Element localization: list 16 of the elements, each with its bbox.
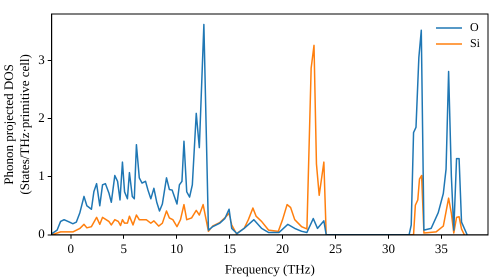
x-tick-label: 0 [68,241,74,256]
x-tick-label: 10 [170,241,184,256]
x-tick-label: 25 [329,241,342,256]
y-tick-label: 1 [38,168,45,184]
y-tick-label: 3 [38,52,45,67]
x-tick-label: 5 [120,241,127,256]
x-axis-title: Frequency (THz) [224,262,315,277]
y-axis-title: Phonon projected DOS (States/THz·primitive cell) [1,54,32,195]
x-tick-label: 20 [276,241,290,256]
x-tick-label: 15 [223,241,236,256]
x-tick-label: 30 [382,241,395,256]
x-tick-label: 35 [434,241,448,256]
y-tick-label: 0 [38,226,45,242]
legend-label: Si [470,36,481,50]
legend-label: O [470,20,479,34]
y-tick-label: 2 [38,110,45,126]
